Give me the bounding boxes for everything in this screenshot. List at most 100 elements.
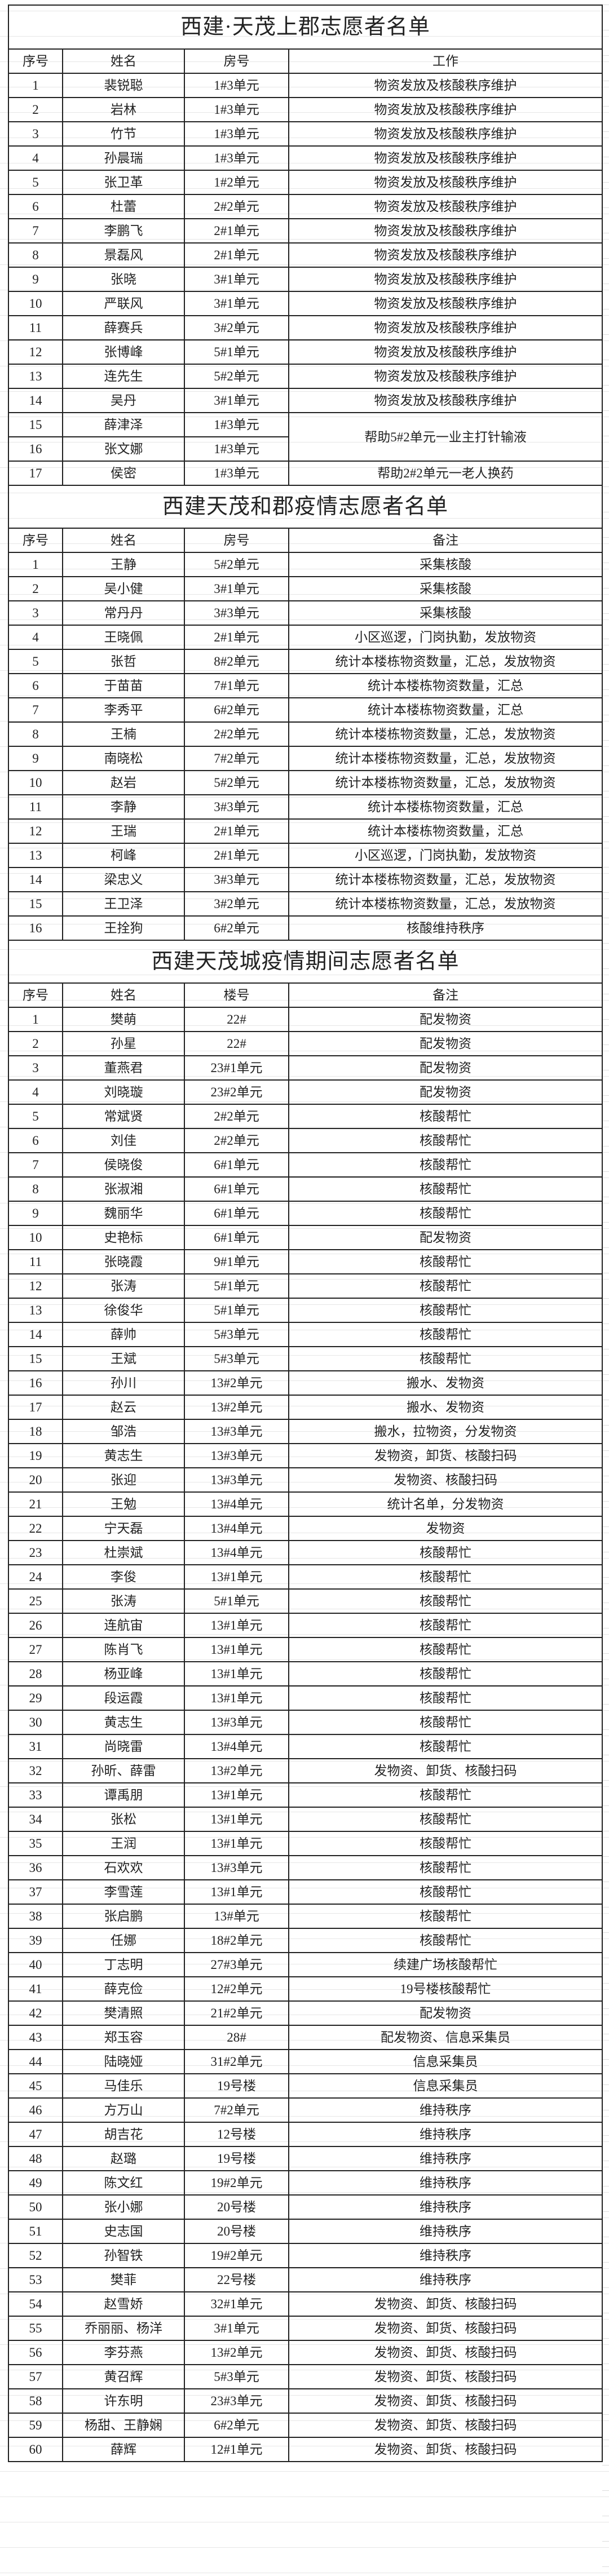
note-cell: 发物资、卸货、核酸扫码	[288, 1758, 603, 1783]
room-cell: 1#3单元	[184, 145, 289, 171]
serial-cell: 3	[8, 600, 63, 626]
table-row: 16 孙川 13#2单元 搬水、发物资	[8, 1370, 603, 1396]
table-row: 23 杜崇斌 13#4单元 核酸帮忙	[8, 1540, 603, 1565]
name-cell: 常丹丹	[62, 600, 185, 626]
name-cell: 李秀平	[62, 697, 185, 723]
name-cell: 张小娜	[62, 2194, 185, 2220]
name-cell: 谭禹朋	[62, 1782, 185, 1808]
serial-cell: 2	[8, 1031, 63, 1056]
volunteer-sheet: 西建·天茂上郡志愿者名单 序号 姓名 房号 工作 1 裴锐聪 1#3单元 物资发放及核酸秩序维护…	[7, 5, 603, 2462]
table-row: 55 乔丽丽、杨洋 3#1单元 发物资、卸货、核酸扫码	[8, 2316, 603, 2341]
note-cell: 统计本楼栋物资数量，汇总，发放物资	[288, 770, 603, 795]
room-cell: 6#2单元	[184, 2413, 289, 2438]
name-cell: 李俊	[62, 1564, 185, 1590]
serial-cell: 5	[8, 170, 63, 195]
serial-cell: 14	[8, 388, 63, 413]
serial-cell: 6	[8, 673, 63, 698]
name-cell: 樊清照	[62, 2000, 185, 2026]
note-cell: 维持秩序	[288, 2267, 603, 2292]
note-cell: 发物资、卸货、核酸扫码	[288, 2364, 603, 2389]
name-cell: 董燕君	[62, 1055, 185, 1081]
name-cell: 陈肖飞	[62, 1637, 185, 1662]
serial-cell: 48	[8, 2146, 63, 2171]
table-row: 4 刘晓璇 23#2单元 配发物资	[8, 1079, 603, 1105]
room-cell: 19#2单元	[184, 2170, 289, 2196]
name-cell: 赵璐	[62, 2146, 185, 2171]
serial-cell: 20	[8, 1467, 63, 1493]
serial-cell: 37	[8, 1879, 63, 1905]
serial-cell: 6	[8, 1128, 63, 1153]
room-cell: 3#2单元	[184, 891, 289, 917]
serial-cell: 54	[8, 2291, 63, 2317]
room-cell: 9#1单元	[184, 1249, 289, 1274]
note-cell: 19号楼核酸帮忙	[288, 1976, 603, 2002]
serial-cell: 42	[8, 2000, 63, 2026]
table-row: 41 薛克俭 12#2单元 19号楼核酸帮忙	[8, 1976, 603, 2002]
note-cell: 物资发放及核酸秩序维护	[288, 388, 603, 413]
room-cell: 13#4单元	[184, 1540, 289, 1565]
note-cell: 核酸帮忙	[288, 1588, 603, 1614]
note-cell: 物资发放及核酸秩序维护	[288, 364, 603, 389]
serial-cell: 17	[8, 1395, 63, 1420]
table-row: 49 陈文红 19#2单元 维持秩序	[8, 2170, 603, 2196]
note-cell: 核酸维持秩序	[288, 915, 603, 941]
serial-cell: 26	[8, 1613, 63, 1638]
serial-cell: 44	[8, 2049, 63, 2074]
table-row: 12 张涛 5#1单元 核酸帮忙	[8, 1273, 603, 1299]
note-cell: 核酸帮忙	[288, 1176, 603, 1202]
table-row: 53 樊菲 22号楼 维持秩序	[8, 2267, 603, 2292]
serial-cell: 11	[8, 1249, 63, 1274]
name-cell: 樊萌	[62, 1007, 185, 1032]
name-cell: 方万山	[62, 2097, 185, 2123]
serial-cell: 7	[8, 697, 63, 723]
note-cell: 发物资、卸货、核酸扫码	[288, 2291, 603, 2317]
table-row: 10 严联风 3#1单元 物资发放及核酸秩序维护	[8, 291, 603, 316]
name-cell: 刘晓璇	[62, 1079, 185, 1105]
note-cell: 配发物资	[288, 2000, 603, 2026]
serial-cell: 31	[8, 1734, 63, 1759]
serial-cell: 3	[8, 121, 63, 147]
room-cell: 3#3单元	[184, 600, 289, 626]
name-cell: 赵云	[62, 1395, 185, 1420]
serial-cell: 9	[8, 267, 63, 292]
serial-cell: 55	[8, 2316, 63, 2341]
table-row: 6 杜蕾 2#2单元 物资发放及核酸秩序维护	[8, 194, 603, 219]
note-cell: 核酸帮忙	[288, 1322, 603, 1347]
note-cell: 采集核酸	[288, 576, 603, 601]
name-cell: 胡吉花	[62, 2122, 185, 2147]
room-cell: 18#2单元	[184, 1928, 289, 1953]
name-cell: 吴丹	[62, 388, 185, 413]
note-cell: 帮助5#2单元一业主打针输液	[288, 412, 603, 462]
note-cell: 物资发放及核酸秩序维护	[288, 97, 603, 122]
name-cell: 黄召辉	[62, 2364, 185, 2389]
note-cell: 核酸帮忙	[288, 1613, 603, 1638]
name-cell: 裴锐聪	[62, 73, 185, 98]
note-cell: 维持秩序	[288, 2194, 603, 2220]
table-row: 32 孙昕、薛雷 13#2单元 发物资、卸货、核酸扫码	[8, 1758, 603, 1783]
table-row: 10 赵岩 5#2单元 统计本楼栋物资数量，汇总，发放物资	[8, 770, 603, 795]
column-header: 工作	[288, 48, 603, 74]
serial-cell: 7	[8, 1152, 63, 1178]
note-cell: 发物资、卸货、核酸扫码	[288, 2388, 603, 2414]
name-cell: 乔丽丽、杨洋	[62, 2316, 185, 2341]
serial-cell: 18	[8, 1419, 63, 1444]
section-title: 西建·天茂上郡志愿者名单	[7, 5, 603, 50]
note-cell: 续建广场核酸帮忙	[288, 1952, 603, 1977]
room-cell: 13#1单元	[184, 1637, 289, 1662]
name-cell: 王晓佩	[62, 625, 185, 650]
name-cell: 杜蕾	[62, 194, 185, 219]
name-cell: 薛克俭	[62, 1976, 185, 2002]
note-cell: 小区巡逻，门岗执勤，发放物资	[288, 843, 603, 868]
note-cell: 小区巡逻，门岗执勤，发放物资	[288, 625, 603, 650]
note-cell: 搬水，拉物资，分发物资	[288, 1419, 603, 1444]
name-cell: 李芬燕	[62, 2340, 185, 2365]
name-cell: 段运霞	[62, 1685, 185, 1711]
table-row: 19 黄志生 13#3单元 发物资，卸货、核酸扫码	[8, 1443, 603, 1468]
note-cell: 统计本楼栋物资数量，汇总	[288, 794, 603, 820]
room-cell: 3#3单元	[184, 867, 289, 892]
note-cell: 核酸帮忙	[288, 1346, 603, 1371]
table-row: 59 杨甜、王静娴 6#2单元 发物资、卸货、核酸扫码	[8, 2413, 603, 2438]
name-cell: 赵岩	[62, 770, 185, 795]
room-cell: 22#	[184, 1031, 289, 1056]
name-cell: 张涛	[62, 1588, 185, 1614]
